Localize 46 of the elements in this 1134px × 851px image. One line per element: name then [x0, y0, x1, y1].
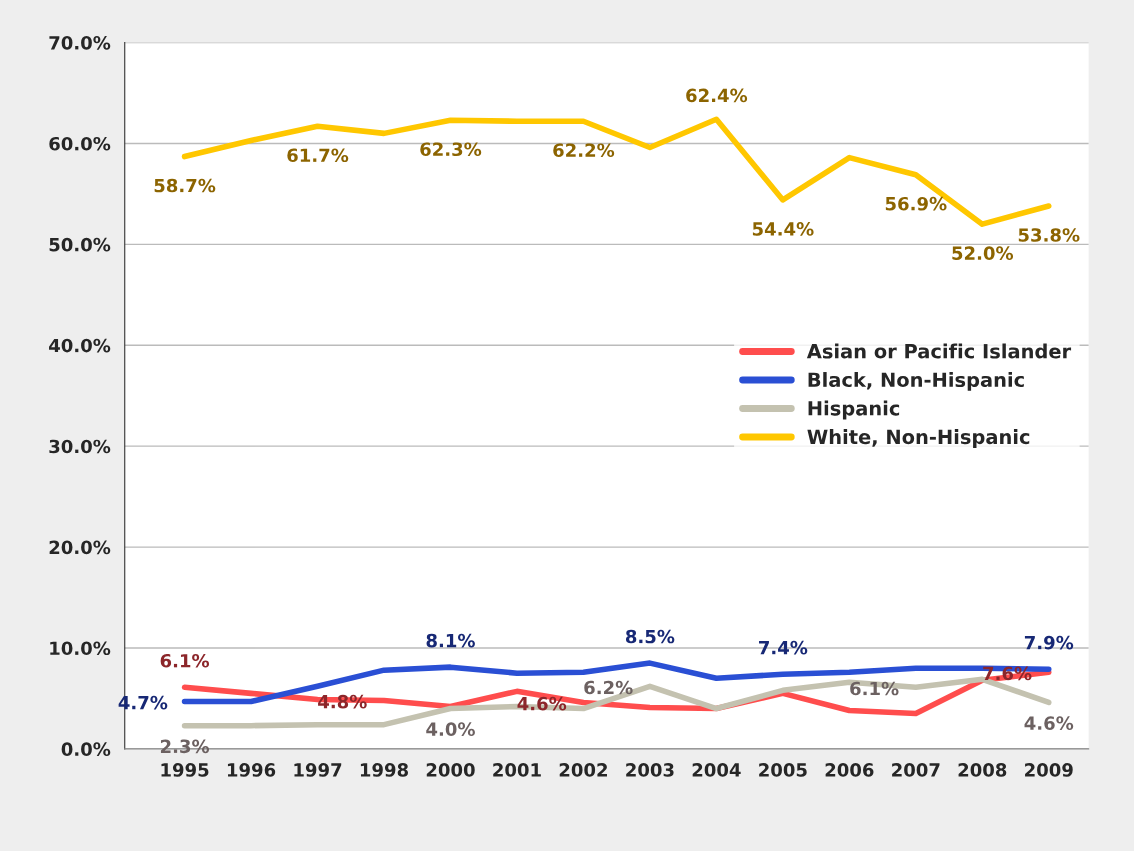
data-label: 52.0% [952, 246, 1014, 260]
data-label: 7.6% [983, 666, 1032, 681]
data-label: 4.6% [1024, 716, 1074, 730]
y-tick-label: 30.0% [49, 439, 111, 454]
data-label: 56.9% [885, 196, 947, 211]
x-tick-label: 2009 [1025, 763, 1073, 777]
y-tick-label: 10.0% [50, 641, 111, 656]
y-tick-label: 70.0% [49, 36, 111, 50]
legend-label: Black, Non-Hispanic [808, 372, 1024, 391]
x-tick-label: 2000 [426, 763, 475, 777]
x-tick-label: 2001 [493, 763, 541, 777]
data-label: 54.4% [752, 222, 814, 236]
data-label: 4.0% [426, 722, 475, 736]
y-tick-label: 0.0% [61, 742, 111, 756]
data-label: 8.5% [625, 629, 675, 644]
data-label: 7.9% [1024, 635, 1074, 650]
x-tick-label: 2006 [825, 763, 874, 777]
x-tick-label: 2004 [692, 763, 741, 777]
legend-label: Hispanic [808, 400, 900, 420]
data-label: 6.2% [584, 680, 633, 695]
legend-label: Asian or Pacific Islander [806, 343, 1072, 359]
data-label: 62.4% [686, 88, 748, 103]
data-label: 53.8% [1018, 228, 1080, 242]
y-tick-label: 40.0% [49, 338, 111, 353]
data-label: 6.1% [850, 681, 899, 696]
x-tick-label: 2005 [759, 763, 807, 777]
x-tick-label: 2002 [559, 763, 607, 777]
x-tick-label: 1997 [294, 763, 342, 777]
data-label: 62.2% [553, 143, 615, 158]
y-tick-label: 20.0% [49, 540, 111, 555]
x-tick-label: 2008 [958, 763, 1007, 777]
legend-label: White, Non-Hispanic [807, 429, 1030, 448]
x-tick-label: 2003 [626, 763, 674, 777]
x-tick-label: 1996 [227, 763, 276, 777]
data-label: 8.1% [426, 633, 475, 648]
data-label: 62.3% [420, 142, 482, 157]
x-tick-label: 2007 [892, 763, 940, 777]
y-tick-label: 60.0% [49, 136, 111, 151]
data-label: 7.4% [759, 640, 808, 655]
x-tick-label: 1998 [360, 763, 408, 777]
y-tick-label: 50.0% [49, 237, 111, 252]
x-tick-label: 1995 [161, 763, 209, 777]
data-label: 4.6% [517, 696, 567, 711]
data-label: 61.7% [287, 148, 349, 163]
data-label: 6.1% [160, 653, 210, 668]
data-label: 58.7% [154, 178, 216, 193]
